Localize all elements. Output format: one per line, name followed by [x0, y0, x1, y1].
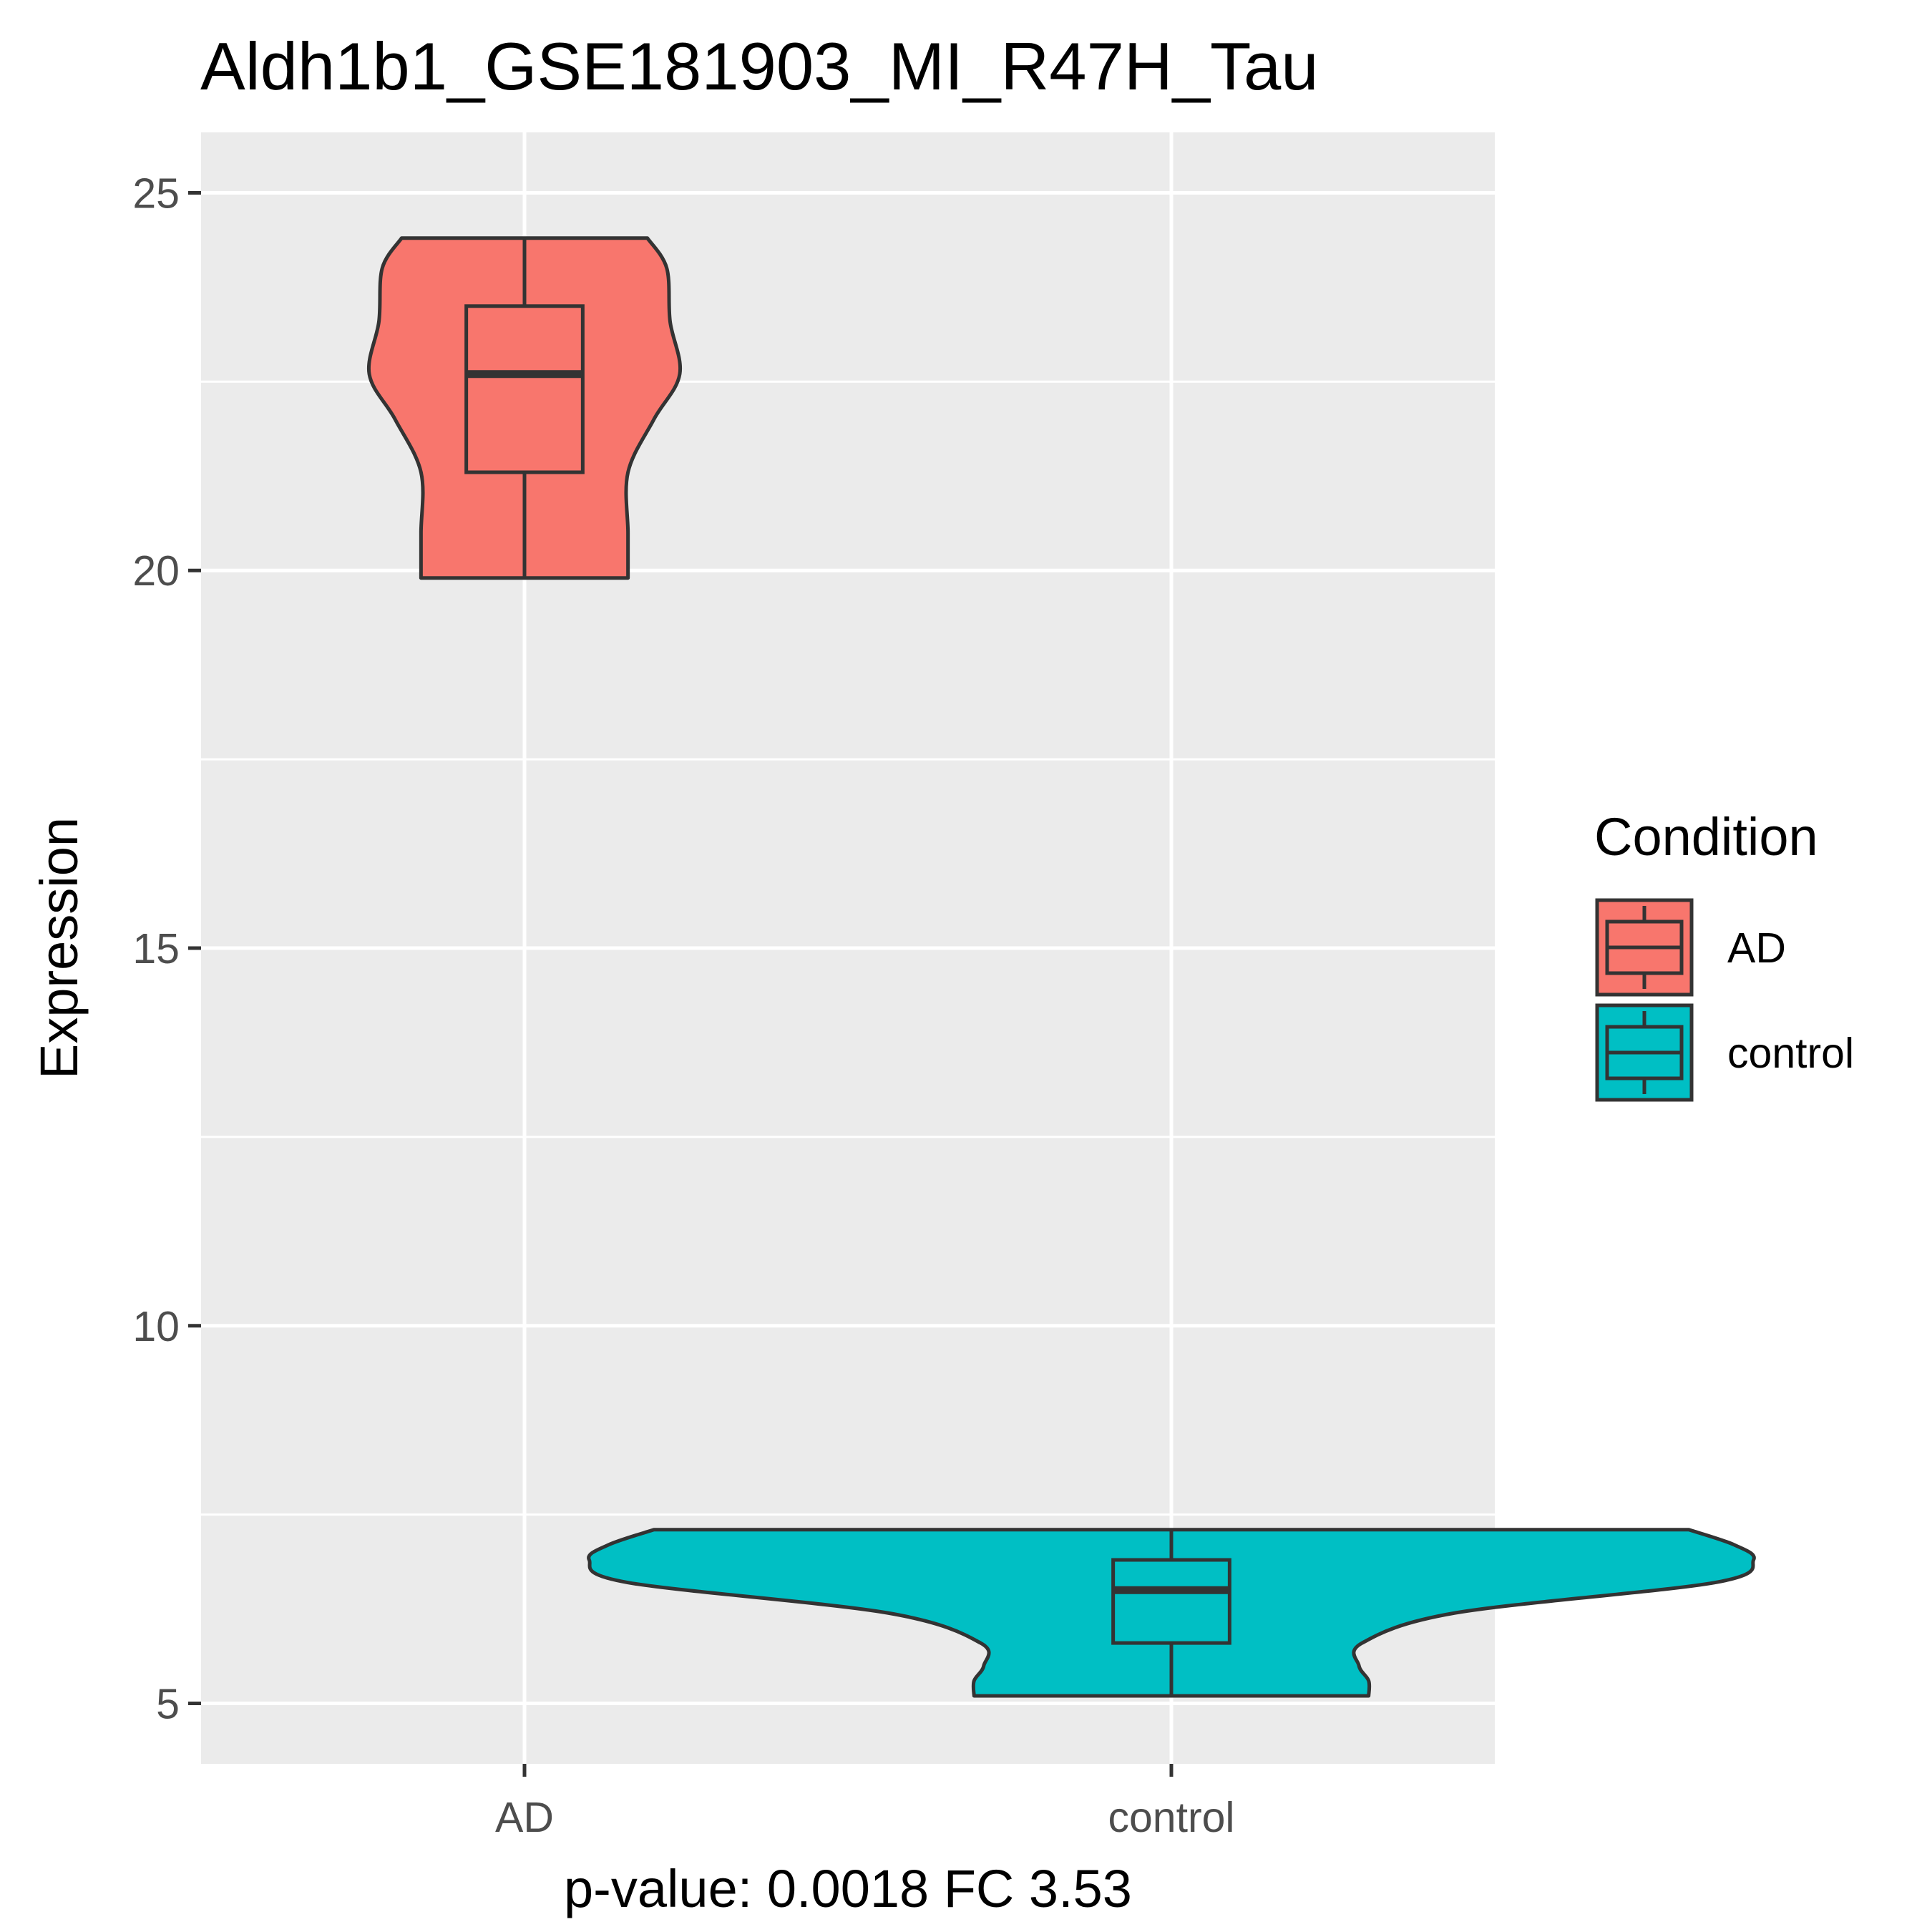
y-tick-label: 5: [156, 1681, 180, 1728]
legend-entry-AD: AD: [1595, 898, 1786, 997]
y-tick-label: 20: [132, 547, 180, 595]
legend-entry-control: control: [1595, 1003, 1854, 1102]
x-tick-label: AD: [495, 1794, 554, 1841]
x-axis: AD control: [495, 1764, 1235, 1841]
y-axis: 5 10 15 20 25: [132, 170, 201, 1728]
legend-label: control: [1727, 1030, 1854, 1077]
box-control: [1111, 1558, 1231, 1645]
violin-group-AD: [366, 236, 683, 580]
y-axis-label: Expression: [29, 817, 89, 1079]
legend-title: Condition: [1594, 807, 1818, 867]
box-AD: [464, 304, 585, 474]
x-axis-label: p-value: 0.0018 FC 3.53: [564, 1859, 1132, 1918]
chart-title: Aldh1b1_GSE181903_MI_R47H_Tau: [200, 29, 1319, 104]
y-tick-label: 15: [132, 925, 180, 972]
grid-lines: [201, 132, 1495, 1764]
legend-label: AD: [1727, 924, 1786, 972]
y-tick-label: 10: [132, 1303, 180, 1350]
violin-layer: [366, 236, 1756, 1698]
legend: Condition AD control: [1594, 807, 1854, 1102]
y-tick-label: 25: [132, 170, 180, 217]
violin-group-control: [587, 1528, 1756, 1698]
x-tick-label: control: [1108, 1794, 1234, 1841]
